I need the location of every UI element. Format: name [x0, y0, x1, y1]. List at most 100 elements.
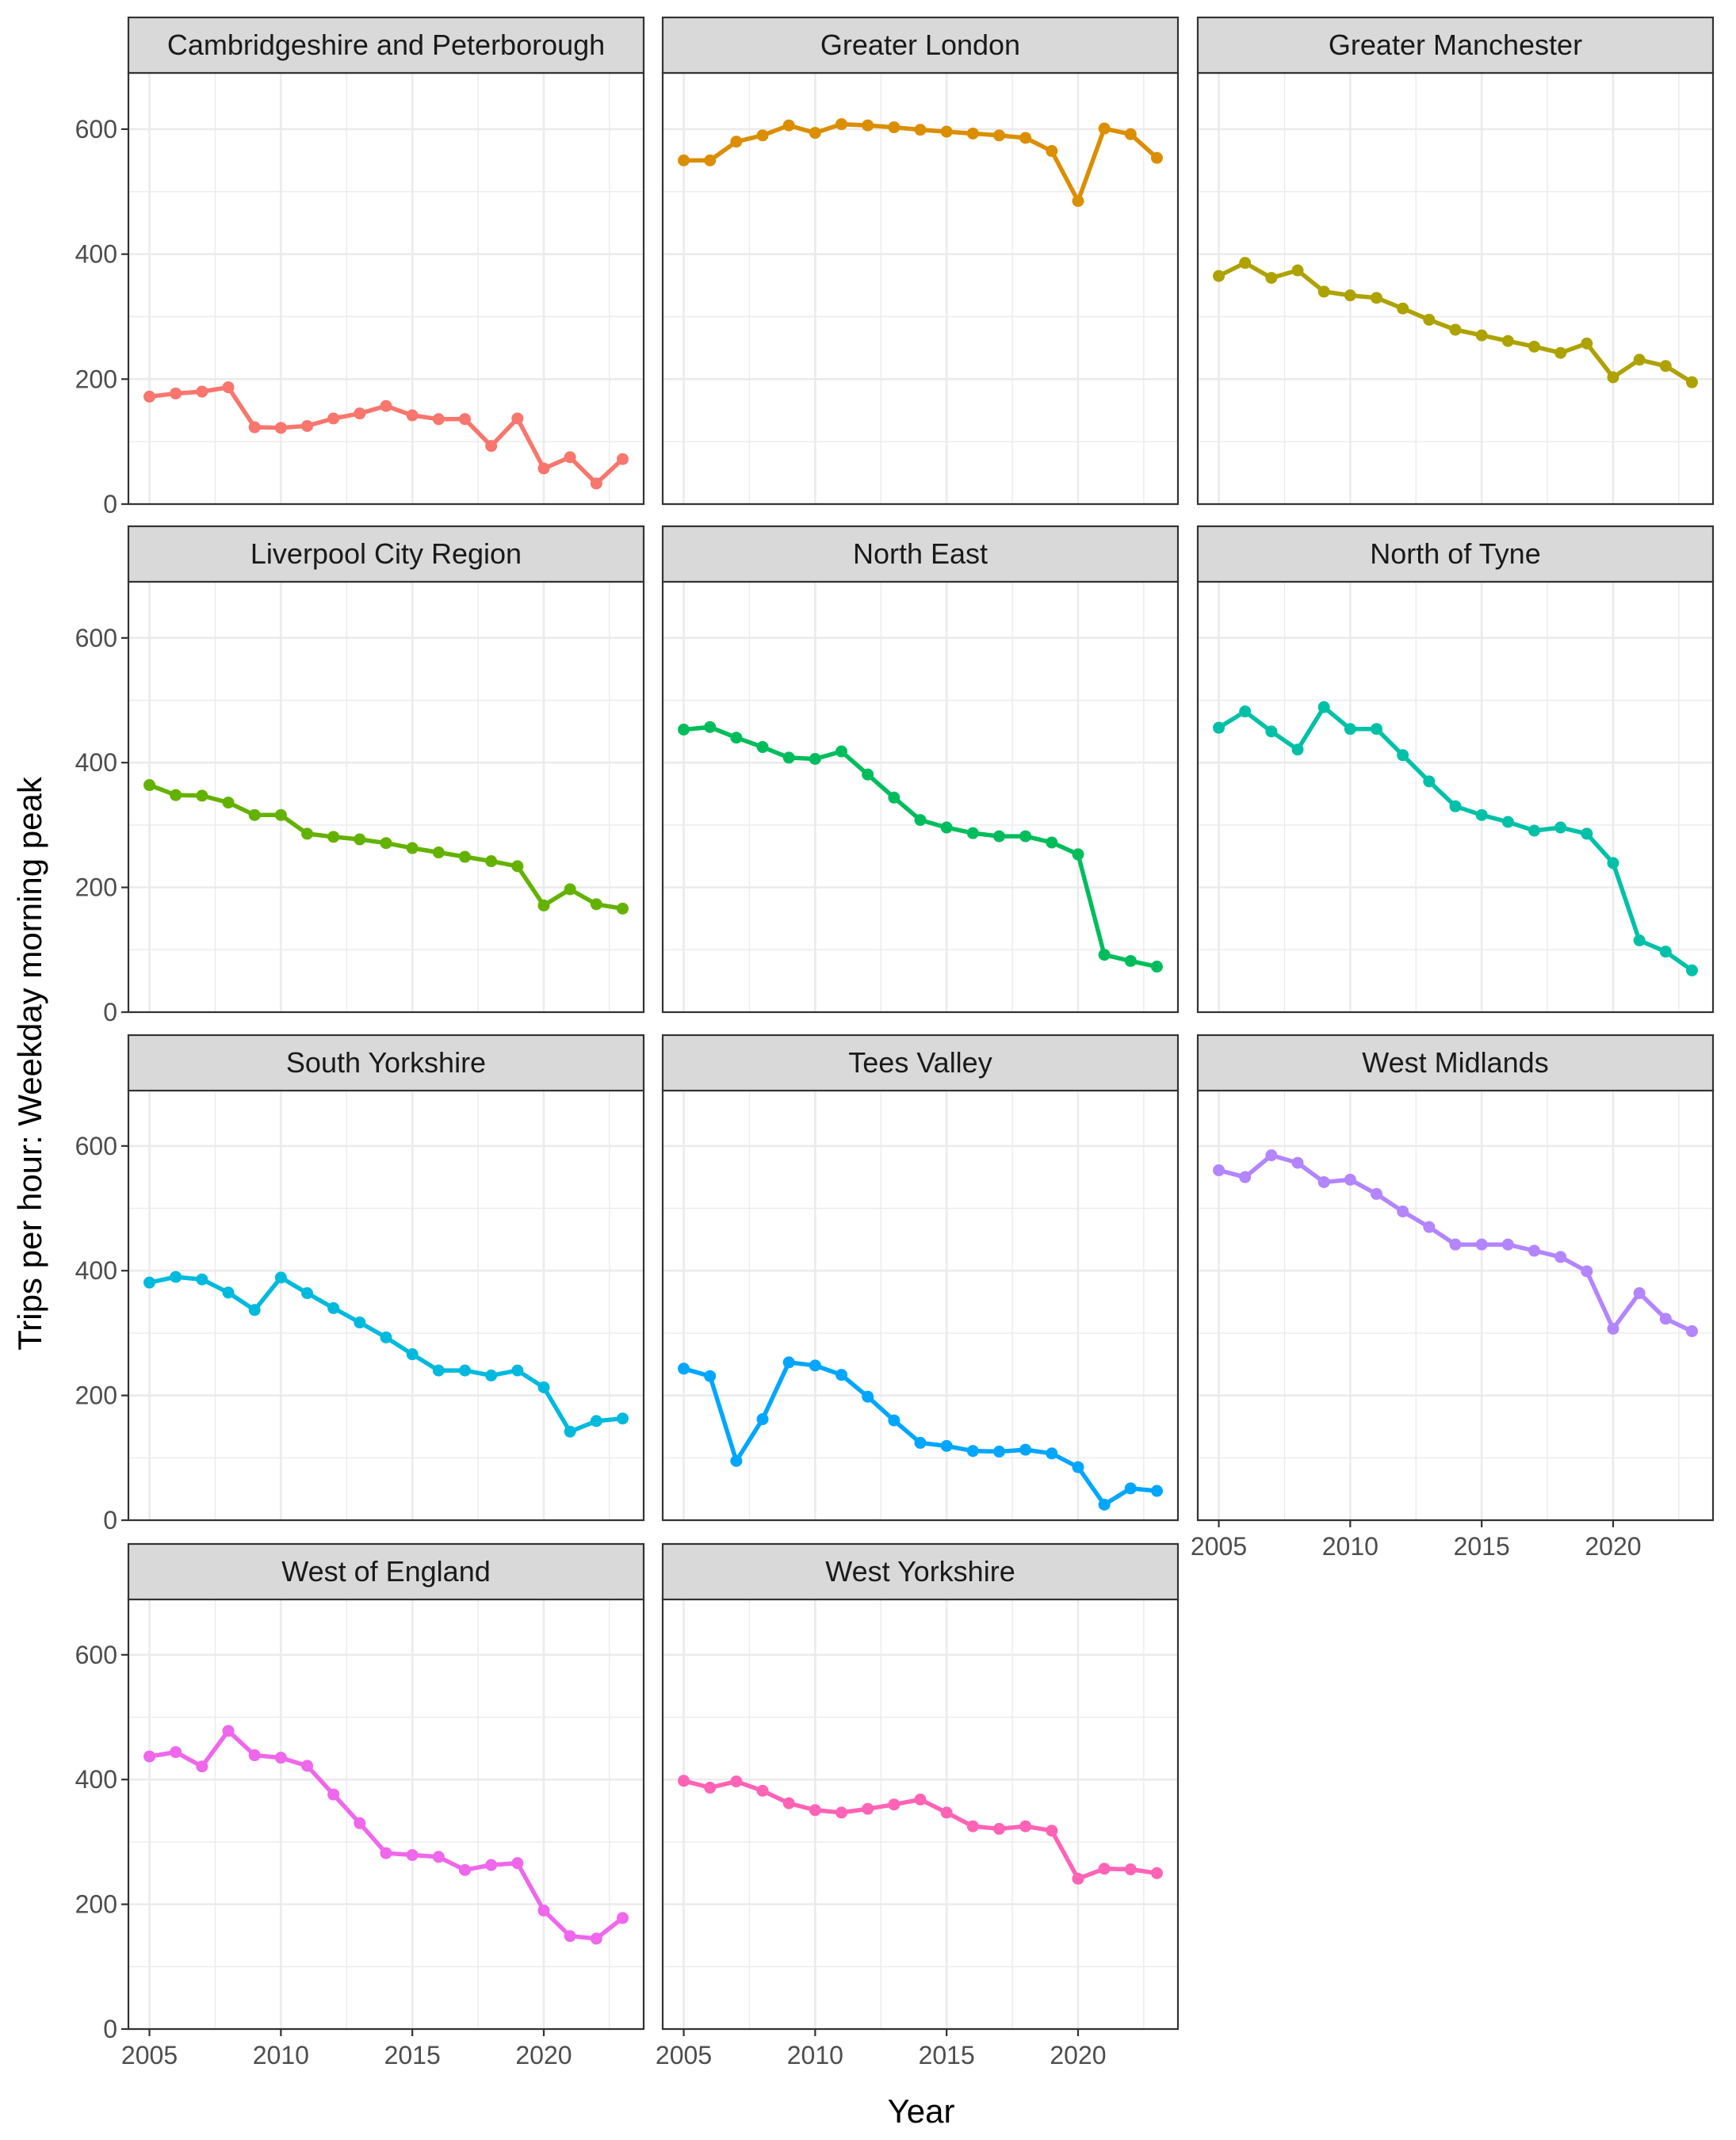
y-tick-label: 400	[75, 748, 117, 777]
data-point-north-east-2020	[1072, 848, 1084, 861]
data-point-north-of-tyne-2023	[1685, 964, 1698, 976]
data-point-cambridgeshire-and-peterborough-2008	[222, 381, 235, 394]
data-point-west-midlands-2015	[1475, 1238, 1488, 1251]
x-tick-label: 2005	[656, 2041, 712, 2069]
data-point-north-east-2005	[678, 724, 690, 736]
panel-south-yorkshire: South Yorkshire 0 200 400 600	[75, 1034, 645, 1534]
panel-background	[128, 1090, 644, 1520]
data-point-cambridgeshire-and-peterborough-2007	[196, 385, 208, 398]
data-point-north-of-tyne-2018	[1554, 821, 1567, 834]
data-point-north-of-tyne-2015	[1475, 808, 1488, 821]
panel-north-east: North East	[661, 525, 1180, 1014]
data-point-north-of-tyne-2007	[1265, 725, 1278, 738]
data-point-north-east-2009	[782, 751, 795, 764]
data-point-liverpool-city-region-2008	[222, 797, 235, 809]
data-point-greater-manchester-2009	[1317, 285, 1330, 298]
panel-background	[663, 582, 1178, 1012]
data-point-west-of-england-2007	[196, 1760, 208, 1773]
panel-north-of-tyne: North of Tyne	[1196, 525, 1715, 1014]
data-point-greater-manchester-2005	[1213, 269, 1226, 282]
data-point-cambridgeshire-and-peterborough-2015	[406, 409, 419, 422]
y-tick-label: 200	[75, 873, 117, 902]
data-point-liverpool-city-region-2020	[537, 899, 550, 911]
data-point-greater-london-2013	[888, 121, 901, 134]
data-point-west-of-england-2018	[485, 1859, 498, 1871]
data-point-greater-manchester-2006	[1239, 257, 1252, 269]
data-point-liverpool-city-region-2019	[511, 860, 524, 873]
data-point-greater-london-2005	[678, 154, 690, 166]
data-point-liverpool-city-region-2012	[327, 831, 340, 843]
data-point-north-of-tyne-2011	[1371, 723, 1383, 736]
data-point-greater-manchester-2022	[1659, 360, 1672, 373]
data-point-west-midlands-2009	[1317, 1175, 1330, 1188]
data-point-tees-valley-2020	[1072, 1461, 1084, 1473]
data-point-west-yorkshire-2015	[940, 1806, 953, 1819]
data-point-tees-valley-2017	[992, 1445, 1005, 1458]
data-point-west-of-england-2023	[616, 1912, 629, 1924]
data-point-tees-valley-2019	[1046, 1447, 1058, 1460]
data-point-north-of-tyne-2014	[1449, 800, 1462, 812]
data-point-south-yorkshire-2013	[354, 1316, 366, 1329]
data-point-tees-valley-2006	[704, 1370, 717, 1382]
panel-west-yorkshire: West Yorkshire 2005 2010 2015 2020	[656, 1542, 1180, 2069]
x-tick-label: 2005	[1191, 1532, 1247, 1561]
y-tick-label: 400	[75, 1765, 117, 1794]
data-point-cambridgeshire-and-peterborough-2005	[143, 390, 156, 403]
data-point-cambridgeshire-and-peterborough-2006	[170, 387, 182, 399]
data-point-south-yorkshire-2008	[222, 1286, 235, 1299]
y-tick-label: 200	[75, 1381, 117, 1410]
data-point-north-east-2021	[1098, 949, 1111, 961]
y-tick-label: 200	[75, 365, 117, 393]
facet-title: Cambridgeshire and Peterborough	[167, 29, 605, 61]
data-point-north-east-2015	[940, 821, 953, 834]
data-point-west-of-england-2019	[511, 1857, 524, 1870]
data-point-north-east-2018	[1019, 830, 1032, 843]
data-point-liverpool-city-region-2015	[406, 842, 419, 854]
data-point-greater-manchester-2008	[1291, 264, 1304, 277]
data-point-greater-manchester-2011	[1371, 292, 1383, 304]
data-point-greater-london-2023	[1150, 151, 1163, 164]
data-point-tees-valley-2013	[888, 1414, 901, 1427]
data-point-west-of-england-2020	[537, 1904, 550, 1916]
data-point-west-yorkshire-2008	[756, 1784, 769, 1797]
panel-background	[128, 73, 644, 504]
data-point-south-yorkshire-2005	[143, 1276, 156, 1289]
facet-panels: Cambridgeshire and Peterborough 0 200 400 60…	[75, 16, 1715, 2069]
facet-strip	[127, 16, 645, 75]
y-tick-label: 0	[103, 2015, 117, 2043]
data-point-west-yorkshire-2014	[914, 1793, 927, 1806]
panel-background	[128, 1599, 644, 2029]
data-point-north-east-2014	[914, 814, 927, 827]
data-point-liverpool-city-region-2011	[301, 827, 314, 840]
facet-title: West Midlands	[1362, 1046, 1548, 1079]
data-point-cambridgeshire-and-peterborough-2023	[616, 453, 629, 465]
data-point-liverpool-city-region-2021	[564, 883, 576, 896]
data-point-south-yorkshire-2018	[485, 1369, 498, 1381]
x-axis-title: Year	[888, 2092, 955, 2130]
data-point-west-of-england-2021	[564, 1930, 576, 1943]
data-point-cambridgeshire-and-peterborough-2022	[590, 477, 602, 490]
panel-background	[1198, 73, 1713, 504]
data-point-west-yorkshire-2019	[1046, 1825, 1058, 1837]
data-point-tees-valley-2014	[914, 1436, 927, 1449]
data-point-cambridgeshire-and-peterborough-2019	[511, 412, 524, 425]
data-point-greater-london-2016	[966, 127, 979, 139]
data-point-tees-valley-2021	[1098, 1498, 1111, 1511]
facet-strip	[661, 1034, 1180, 1092]
data-point-north-of-tyne-2019	[1581, 827, 1593, 840]
data-point-west-yorkshire-2016	[966, 1820, 979, 1832]
data-point-north-east-2019	[1046, 836, 1058, 849]
data-point-west-yorkshire-2009	[782, 1797, 795, 1809]
data-point-tees-valley-2008	[756, 1413, 769, 1426]
facet-title: Tees Valley	[848, 1046, 992, 1079]
data-point-north-east-2023	[1150, 961, 1163, 973]
data-point-greater-manchester-2020	[1607, 371, 1619, 384]
data-point-west-midlands-2017	[1528, 1244, 1540, 1257]
data-point-greater-manchester-2017	[1528, 340, 1540, 353]
data-point-north-east-2012	[862, 768, 874, 781]
facet-title: West of England	[281, 1555, 491, 1588]
y-axis-title: Trips per hour: Weekday morning peak	[11, 776, 48, 1351]
data-point-cambridgeshire-and-peterborough-2017	[458, 413, 471, 426]
y-tick-label: 600	[75, 624, 117, 652]
